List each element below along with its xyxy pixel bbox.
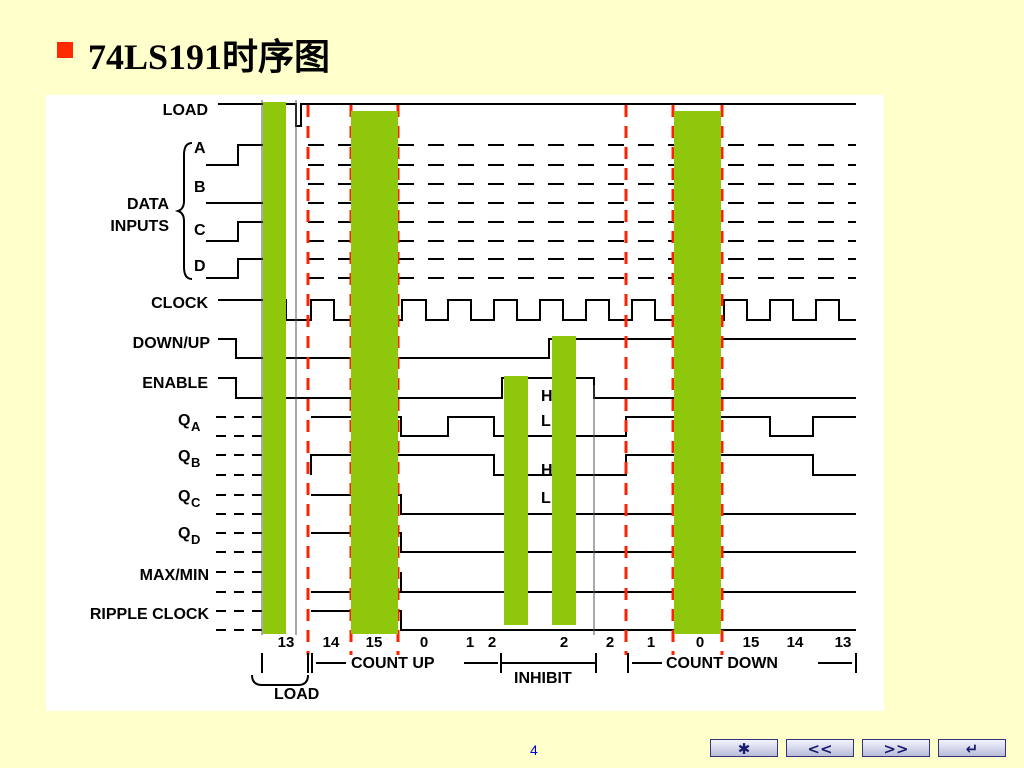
count-value: 1	[647, 634, 655, 651]
title-bullet	[57, 42, 73, 58]
count-value: 1	[466, 634, 474, 651]
label-b: B	[194, 179, 206, 196]
phase-load: LOAD	[274, 686, 319, 703]
phase-count-down: COUNT DOWN	[666, 655, 778, 672]
next-button[interactable]: >>	[862, 739, 930, 758]
label-clock: CLOCK	[151, 295, 208, 312]
count-value: 0	[696, 634, 704, 651]
count-value: 13	[278, 634, 295, 651]
highlight-bar-15	[351, 111, 398, 634]
clock-waveform	[218, 299, 856, 321]
label-qa-sub: A	[191, 419, 201, 434]
label-max-min: MAX/MIN	[140, 567, 209, 584]
down-up-waveform	[218, 338, 856, 359]
return-button[interactable]: ↵	[938, 739, 1006, 758]
mark-h2: H	[541, 462, 553, 479]
label-qa: Q	[178, 412, 190, 429]
count-value: 2	[560, 634, 568, 651]
count-value: 2	[488, 634, 496, 651]
label-d: D	[194, 258, 206, 275]
count-value: 2	[606, 634, 614, 651]
label-qd: Q	[178, 525, 190, 542]
count-value: 13	[835, 634, 852, 651]
slide-title: 74LS191时序图	[88, 37, 331, 77]
label-qb: Q	[178, 448, 190, 465]
label-a: A	[194, 140, 206, 157]
label-qc: Q	[178, 488, 190, 505]
highlight-bar-inhibit-2	[552, 336, 576, 625]
enable-waveform	[218, 377, 856, 399]
label-data: DATA	[127, 196, 170, 213]
label-c: C	[194, 222, 206, 239]
count-value: 14	[787, 634, 804, 651]
phase-count-up: COUNT UP	[351, 655, 435, 672]
highlight-bar-0	[674, 111, 721, 634]
mark-h1: H	[541, 388, 553, 405]
label-down-up: DOWN/UP	[133, 335, 211, 352]
label-load: LOAD	[163, 102, 208, 119]
phase-inhibit: INHIBIT	[514, 670, 572, 687]
highlight-bar-inhibit-1	[504, 376, 528, 625]
count-value: 15	[743, 634, 760, 651]
label-qb-sub: B	[191, 455, 200, 470]
count-value: 0	[420, 634, 428, 651]
load-waveform	[218, 103, 856, 127]
mark-l2: L	[541, 490, 551, 507]
star-button[interactable]: ✱	[710, 739, 778, 758]
highlight-bar-load	[263, 102, 286, 634]
page-number: 4	[530, 742, 538, 758]
prev-button[interactable]: <<	[786, 739, 854, 758]
label-qd-sub: D	[191, 532, 200, 547]
count-value: 15	[366, 634, 383, 651]
label-qc-sub: C	[191, 495, 201, 510]
label-inputs: INPUTS	[110, 218, 169, 235]
count-value: 14	[323, 634, 340, 651]
timing-diagram: LOAD A B C D DATA INPUTS CLOCK DOWN/UP E…	[46, 95, 884, 711]
mark-l1: L	[541, 413, 551, 430]
label-enable: ENABLE	[142, 375, 208, 392]
label-ripple-clock: RIPPLE CLOCK	[90, 606, 210, 623]
